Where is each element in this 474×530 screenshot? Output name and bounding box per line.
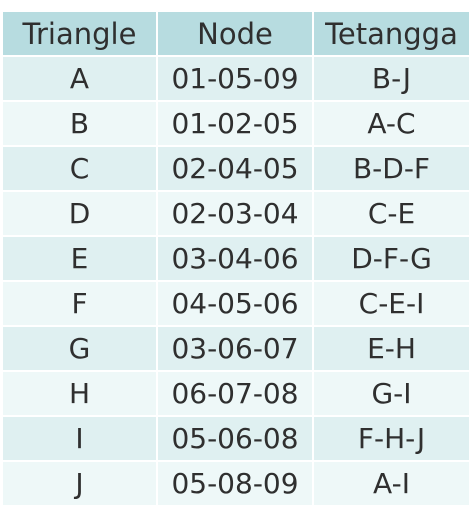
- cell-tetangga: B-J: [314, 57, 469, 102]
- cell-tetangga: B-D-F: [314, 147, 469, 192]
- cell-triangle: E: [3, 237, 158, 282]
- cell-node: 06-07-08: [158, 372, 314, 417]
- cell-triangle: J: [3, 462, 158, 507]
- cell-node: 02-04-05: [158, 147, 314, 192]
- cell-triangle: H: [3, 372, 158, 417]
- cell-node: 01-05-09: [158, 57, 314, 102]
- cell-tetangga: G-I: [314, 372, 469, 417]
- cell-tetangga: C-E: [314, 192, 469, 237]
- cell-tetangga: A-C: [314, 102, 469, 147]
- cell-triangle: I: [3, 417, 158, 462]
- cell-node: 03-06-07: [158, 327, 314, 372]
- cell-node: 05-06-08: [158, 417, 314, 462]
- cell-triangle: B: [3, 102, 158, 147]
- cell-tetangga: C-E-I: [314, 282, 469, 327]
- cell-triangle: A: [3, 57, 158, 102]
- cell-node: 01-02-05: [158, 102, 314, 147]
- cell-node: 05-08-09: [158, 462, 314, 507]
- cell-tetangga: E-H: [314, 327, 469, 372]
- header-triangle: Triangle: [3, 12, 158, 57]
- cell-triangle: D: [3, 192, 158, 237]
- cell-tetangga: F-H-J: [314, 417, 469, 462]
- cell-triangle: F: [3, 282, 158, 327]
- cell-tetangga: A-I: [314, 462, 469, 507]
- header-node: Node: [158, 12, 314, 57]
- header-tetangga: Tetangga: [314, 12, 469, 57]
- cell-triangle: G: [3, 327, 158, 372]
- cell-node: 03-04-06: [158, 237, 314, 282]
- cell-triangle: C: [3, 147, 158, 192]
- cell-tetangga: D-F-G: [314, 237, 469, 282]
- cell-node: 02-03-04: [158, 192, 314, 237]
- cell-node: 04-05-06: [158, 282, 314, 327]
- data-table: Triangle Node Tetangga A 01-05-09 B-J B …: [3, 12, 469, 507]
